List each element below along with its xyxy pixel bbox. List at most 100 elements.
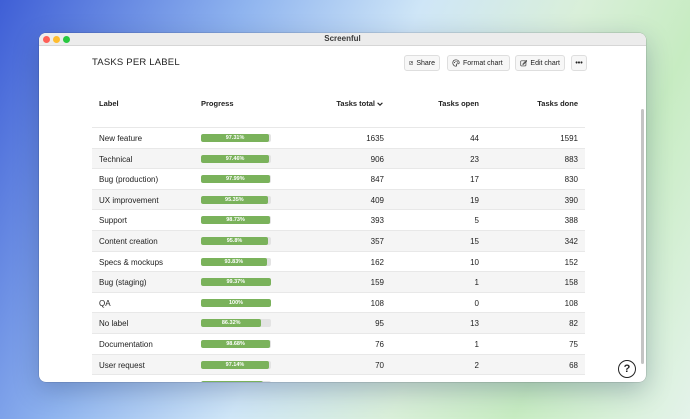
- tasks-open-cell: 23: [470, 154, 479, 164]
- tasks-total-cell: 1635: [366, 134, 384, 143]
- row-label: Bug (production): [99, 175, 159, 185]
- row-label: Content creation: [99, 236, 158, 246]
- tasks-total-cell: 847: [370, 175, 384, 185]
- progress-bar: 93.83%: [201, 257, 271, 266]
- row-label: Technical: [99, 154, 133, 164]
- progress-text: 97.99%: [225, 176, 245, 183]
- title-bar: Screenful: [39, 33, 646, 46]
- progress-text: 86.32%: [221, 320, 241, 327]
- tasks-open-cell: 19: [470, 195, 479, 205]
- tasks-done-cell: 388: [564, 216, 578, 226]
- vertical-scrollbar[interactable]: [641, 109, 644, 364]
- tasks-total-cell: 76: [375, 339, 384, 349]
- format-chart-label: Format chart: [463, 59, 503, 67]
- progress-text: 93.83%: [224, 258, 244, 265]
- edit-chart-button[interactable]: Edit chart: [515, 55, 565, 71]
- table-row[interactable]: New feature 97.31% 1635 44 1591: [92, 128, 585, 149]
- tasks-total-cell: 159: [370, 278, 384, 288]
- tasks-total-cell: 162: [370, 257, 384, 267]
- row-label: New feature: [99, 134, 143, 143]
- column-header-tasks-total-label: Tasks total: [336, 99, 375, 108]
- tasks-open-cell: 10: [470, 257, 479, 267]
- progress-fill: 97.99%: [201, 175, 270, 184]
- table-row[interactable]: Bug (staging) 99.37% 159 1 158: [92, 272, 585, 293]
- table-row[interactable]: QA 100% 108 0 108: [92, 293, 585, 314]
- tasks-total-cell: 393: [370, 216, 384, 226]
- row-label: QA: [99, 298, 111, 308]
- progress-fill: 95.8%: [201, 236, 269, 245]
- tasks-open-cell: 0: [474, 298, 479, 308]
- progress-text: 98.73%: [226, 217, 245, 224]
- tasks-open-cell: 15: [470, 236, 479, 246]
- tasks-open-cell: 1: [474, 339, 479, 349]
- table-row[interactable]: Specs & mockups 93.83% 162 10 152: [92, 252, 585, 273]
- progress-bar: 97.46%: [201, 154, 271, 163]
- progress-fill: 86.32%: [201, 319, 262, 328]
- close-window-button[interactable]: [43, 36, 50, 43]
- tasks-total-cell: 409: [370, 195, 384, 205]
- palette-icon: [452, 59, 460, 67]
- table-header: Label Progress Tasks total Tasks open Ta…: [92, 89, 585, 117]
- tasks-done-cell: 158: [564, 278, 578, 288]
- tasks-total-cell: 70: [375, 360, 384, 370]
- progress-text: 95.8%: [226, 237, 243, 244]
- table-body: New feature 97.31% 1635 44 1591 Technical 97.4…: [92, 127, 585, 382]
- tasks-open-cell: 17: [470, 175, 479, 185]
- progress-text: 97.14%: [225, 361, 245, 368]
- table-row[interactable]: Content creation 95.8% 357 15 342: [92, 230, 585, 252]
- table-row[interactable]: Support 98.73% 393 5 388: [92, 210, 585, 231]
- table-row[interactable]: No label 86.32% 95 13 82: [92, 313, 585, 334]
- table-row[interactable]: Documentation 98.68% 76 1 75: [92, 334, 585, 355]
- progress-fill: 98.68%: [201, 339, 271, 348]
- table-row[interactable]: Retention 88.68% 53 6 47: [92, 375, 585, 382]
- tasks-done-cell: 152: [564, 257, 578, 267]
- tasks-total-cell: 95: [375, 319, 384, 329]
- progress-bar: 98.73%: [201, 216, 271, 225]
- column-header-label[interactable]: Label: [99, 99, 119, 108]
- tasks-table: Label Progress Tasks total Tasks open Ta…: [92, 89, 585, 382]
- progress-fill: 98.73%: [201, 216, 271, 225]
- table-row[interactable]: UX improvement 95.35% 409 19 390: [92, 189, 585, 211]
- table-row[interactable]: Technical 97.46% 906 23 883: [92, 148, 585, 170]
- column-header-tasks-total[interactable]: Tasks total: [336, 99, 384, 108]
- format-chart-button[interactable]: Format chart: [447, 55, 510, 71]
- main-content: TASKS PER LABEL Share Format chart Edit …: [39, 47, 646, 382]
- row-label: Specs & mockups: [99, 257, 164, 267]
- progress-bar: 86.32%: [201, 319, 271, 328]
- more-options-button[interactable]: •••: [571, 55, 587, 71]
- progress-fill: 95.35%: [201, 195, 268, 204]
- tasks-total-cell: 108: [370, 298, 384, 308]
- progress-text: 98.68%: [226, 340, 245, 347]
- tasks-open-cell: 13: [470, 319, 479, 329]
- progress-bar: 100%: [201, 298, 271, 307]
- table-row[interactable]: Bug (production) 97.99% 847 17 830: [92, 169, 585, 190]
- maximize-window-button[interactable]: [63, 36, 70, 43]
- progress-text: 97.46%: [225, 155, 245, 162]
- edit-chart-label: Edit chart: [530, 59, 560, 67]
- tasks-open-cell: 44: [470, 134, 479, 143]
- tasks-done-cell: 1591: [560, 134, 578, 143]
- tasks-done-cell: 68: [569, 360, 578, 370]
- tasks-open-cell: 1: [474, 278, 479, 288]
- tasks-total-cell: 357: [370, 236, 384, 246]
- share-button-label: Share: [416, 59, 435, 67]
- progress-text: 97.31%: [225, 135, 245, 141]
- tasks-total-cell: 906: [370, 154, 384, 164]
- progress-bar: 98.68%: [201, 339, 271, 348]
- progress-bar: 99.37%: [201, 278, 271, 287]
- column-header-tasks-open[interactable]: Tasks open: [438, 99, 479, 108]
- share-button[interactable]: Share: [404, 55, 440, 71]
- tasks-done-cell: 82: [569, 319, 578, 329]
- row-label: Support: [99, 216, 128, 226]
- progress-bar: 95.8%: [201, 236, 271, 245]
- tasks-done-cell: 75: [569, 339, 578, 349]
- column-header-tasks-done[interactable]: Tasks done: [537, 99, 578, 108]
- minimize-window-button[interactable]: [53, 36, 60, 43]
- progress-fill: 97.31%: [201, 134, 270, 142]
- help-button[interactable]: ?: [618, 360, 636, 378]
- progress-fill: 97.46%: [201, 154, 270, 163]
- page-title: TASKS PER LABEL: [92, 57, 180, 68]
- tasks-open-cell: 6: [475, 381, 479, 382]
- table-row[interactable]: User request 97.14% 70 2 68: [92, 354, 585, 376]
- column-header-progress[interactable]: Progress: [201, 99, 234, 108]
